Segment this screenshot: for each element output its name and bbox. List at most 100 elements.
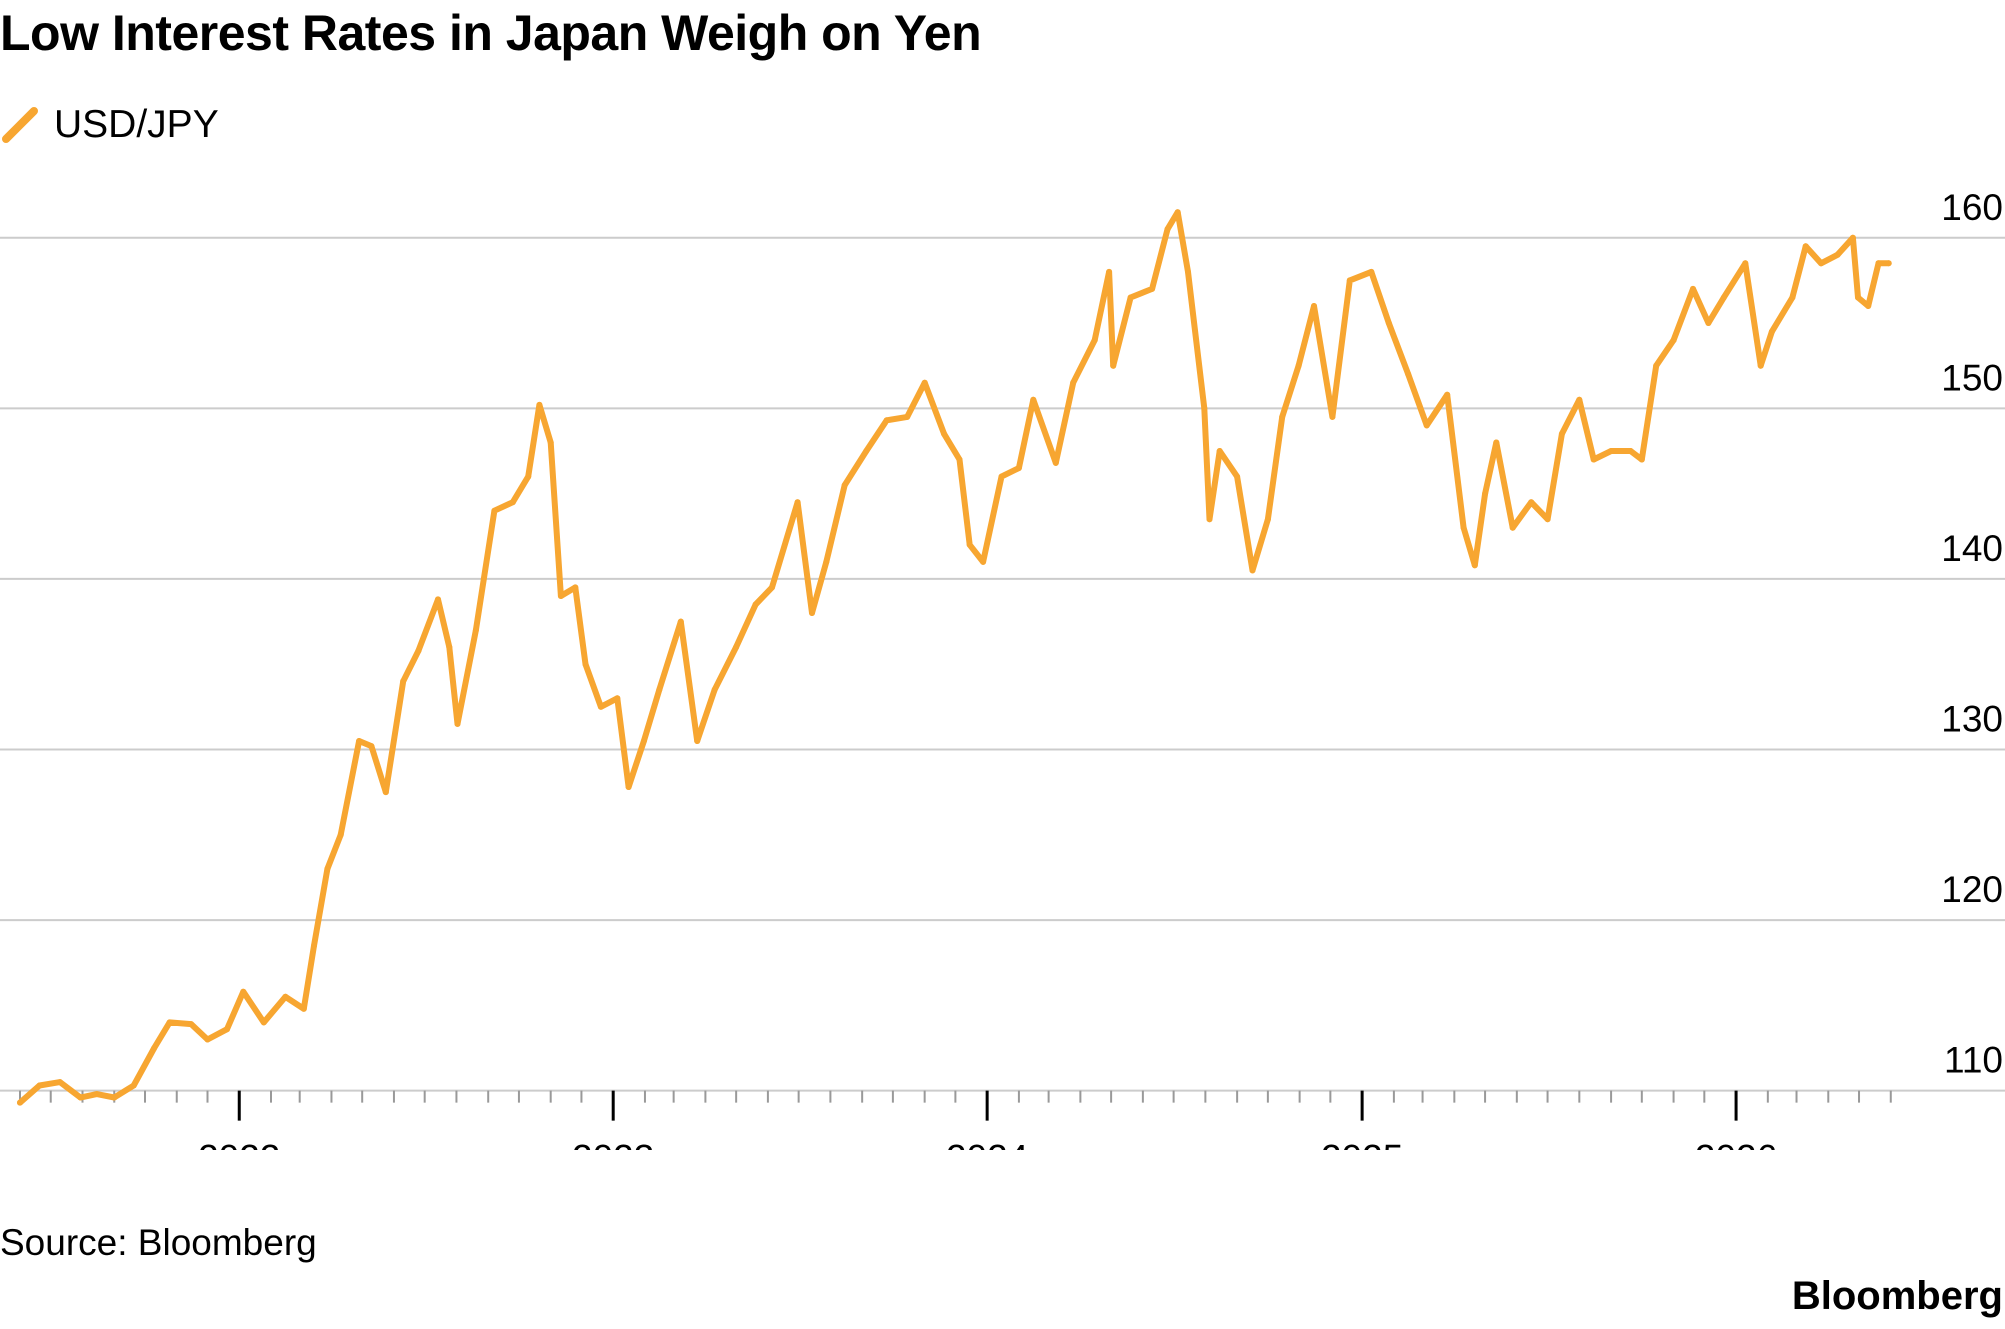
data-point-38 xyxy=(625,784,632,790)
data-point-105 xyxy=(1720,294,1727,301)
data-point-100 xyxy=(1638,456,1645,463)
data-point-98 xyxy=(1608,448,1615,454)
legend: USD/JPY xyxy=(0,100,219,150)
x-tick-label-2026: 2026 xyxy=(1695,1138,1777,1150)
data-point-102 xyxy=(1670,337,1677,344)
data-point-84 xyxy=(1385,320,1392,326)
data-point-44 xyxy=(733,644,740,651)
data-point-114 xyxy=(1855,294,1861,301)
data-point-63 xyxy=(1070,379,1077,386)
data-point-91 xyxy=(1493,439,1500,446)
data-point-94 xyxy=(1544,516,1551,523)
y-tick-label-140: 140 xyxy=(1941,528,2003,569)
bloomberg-logo: Bloomberg xyxy=(1791,1274,2003,1318)
data-point-78 xyxy=(1279,413,1286,420)
data-point-97 xyxy=(1590,456,1597,463)
usdjpy-line-chart: 110 120 130 140 150 160 2022 2023 2024 2025 2026 xyxy=(0,187,2005,1150)
data-point-23 xyxy=(415,647,422,654)
data-point-113 xyxy=(1849,234,1856,241)
data-point-41 xyxy=(677,618,684,625)
data-point-25 xyxy=(446,644,453,651)
series-line-usdjpy xyxy=(17,209,1892,1106)
data-point-15 xyxy=(300,1005,307,1012)
data-point-3 xyxy=(77,1094,84,1101)
data-point-13 xyxy=(260,1019,267,1026)
data-point-9 xyxy=(188,1021,195,1028)
data-point-107 xyxy=(1757,362,1764,369)
data-point-27 xyxy=(472,627,479,634)
data-point-67 xyxy=(1127,294,1134,301)
data-point-1 xyxy=(36,1082,43,1089)
data-point-10 xyxy=(204,1036,211,1043)
data-point-22 xyxy=(400,678,407,685)
data-point-106 xyxy=(1742,260,1749,267)
chart-title: Low Interest Rates in Japan Weigh on Yen xyxy=(0,5,982,61)
data-point-21 xyxy=(382,789,389,796)
data-point-26 xyxy=(454,720,461,727)
data-point-7 xyxy=(151,1045,158,1051)
source-note: Source: Bloomberg xyxy=(0,1222,317,1263)
data-point-71 xyxy=(1185,268,1191,275)
data-point-53 xyxy=(904,413,911,420)
y-tick-label-150: 150 xyxy=(1941,357,2003,398)
data-point-82 xyxy=(1346,277,1353,284)
x-tick-label-2025: 2025 xyxy=(1321,1138,1403,1150)
data-point-77 xyxy=(1264,516,1271,523)
data-point-14 xyxy=(282,993,289,1000)
data-point-73 xyxy=(1206,516,1213,523)
data-point-50 xyxy=(841,482,848,489)
data-point-2 xyxy=(57,1079,63,1086)
data-point-30 xyxy=(525,473,532,480)
y-tick-label-120: 120 xyxy=(1941,869,2003,910)
legend-swatch-usdjpy xyxy=(2,107,38,143)
data-point-0 xyxy=(17,1099,23,1106)
y-tick-label-130: 130 xyxy=(1941,698,2003,739)
data-point-65 xyxy=(1106,268,1113,275)
data-point-93 xyxy=(1528,499,1535,506)
data-point-101 xyxy=(1653,362,1660,369)
data-point-54 xyxy=(921,379,928,386)
x-tick-label-2022: 2022 xyxy=(198,1138,280,1150)
data-point-75 xyxy=(1234,473,1241,480)
data-point-40 xyxy=(656,686,663,693)
data-point-52 xyxy=(883,417,890,424)
data-point-81 xyxy=(1329,413,1336,420)
data-point-115 xyxy=(1865,303,1872,309)
data-point-18 xyxy=(337,831,344,838)
data-point-88 xyxy=(1460,524,1467,531)
data-point-56 xyxy=(956,456,963,463)
data-point-17 xyxy=(324,865,331,872)
data-point-43 xyxy=(711,686,718,693)
data-point-96 xyxy=(1576,396,1583,403)
data-point-62 xyxy=(1052,459,1059,466)
data-point-46 xyxy=(769,584,775,591)
data-point-89 xyxy=(1471,562,1478,569)
data-point-64 xyxy=(1091,337,1098,344)
data-point-48 xyxy=(809,610,815,616)
data-point-19 xyxy=(356,738,363,744)
data-point-72 xyxy=(1201,405,1208,412)
data-point-109 xyxy=(1789,294,1796,301)
data-point-117 xyxy=(1885,260,1892,267)
data-point-116 xyxy=(1875,260,1882,267)
x-tick-label-2023: 2023 xyxy=(572,1138,654,1150)
data-point-37 xyxy=(614,695,621,702)
data-point-60 xyxy=(1015,465,1022,471)
data-point-28 xyxy=(491,507,498,514)
data-point-20 xyxy=(368,743,375,750)
y-tick-label-110: 110 xyxy=(1944,1040,2003,1081)
data-point-103 xyxy=(1690,285,1696,292)
data-point-110 xyxy=(1802,243,1809,250)
data-point-11 xyxy=(224,1026,230,1033)
data-point-95 xyxy=(1558,430,1565,437)
data-point-68 xyxy=(1149,285,1156,292)
data-point-108 xyxy=(1768,328,1775,335)
legend-label-usdjpy: USD/JPY xyxy=(54,103,219,146)
data-point-34 xyxy=(572,584,579,591)
data-point-33 xyxy=(557,593,564,599)
data-point-49 xyxy=(823,558,830,565)
data-point-59 xyxy=(998,473,1005,480)
data-point-4 xyxy=(93,1091,100,1098)
data-point-51 xyxy=(863,448,870,454)
data-point-79 xyxy=(1295,362,1302,369)
